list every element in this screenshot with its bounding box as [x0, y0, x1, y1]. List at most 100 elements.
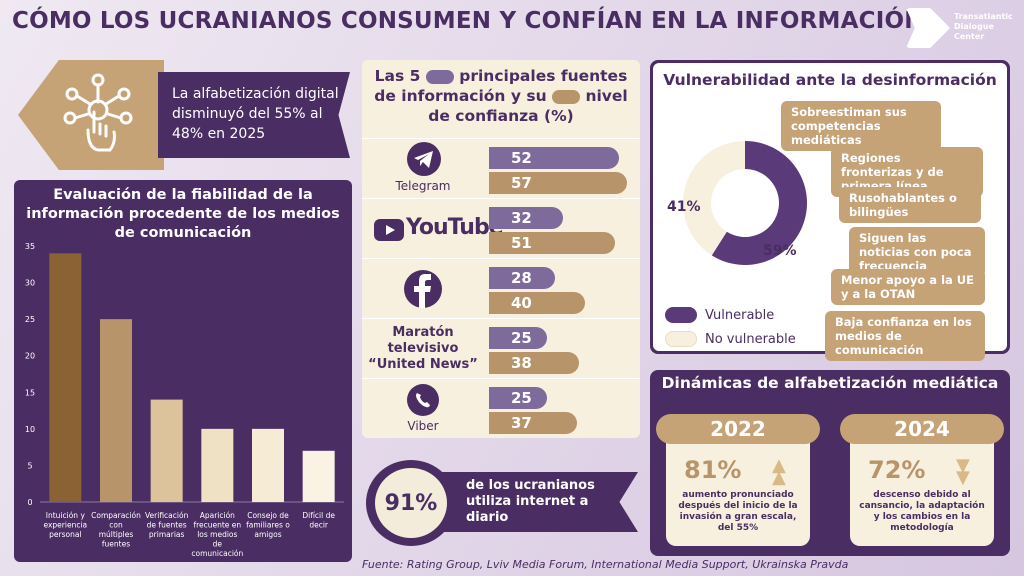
bar — [100, 319, 132, 502]
trust-legend-chip — [552, 89, 581, 104]
y-tick-label: 10 — [25, 425, 35, 434]
share-bar: 28 — [489, 267, 555, 289]
source-icon-cell: Viber — [362, 379, 484, 439]
source-icon-cell — [362, 259, 484, 319]
dynamics-pct: 81% — [684, 456, 742, 484]
viber-icon — [407, 384, 439, 416]
organization-logo: Transatlantic Dialogue Center — [906, 8, 1016, 50]
logo-text: Transatlantic Dialogue Center — [954, 12, 1013, 41]
youtube-icon — [374, 219, 404, 241]
page-title: CÓMO LOS UCRANIANOS CONSUMEN Y CONFÍAN E… — [12, 8, 924, 34]
sources-title-part-2: principales fuentes de información y su — [374, 67, 628, 105]
dynamics-year: 2024 — [840, 414, 1004, 444]
source-row-united-news: Maratón televisivo “United News” 25 38 — [362, 318, 640, 378]
trust-bar: 38 — [489, 352, 579, 374]
x-tick-label: Consejo de familiares o amigos — [246, 511, 290, 539]
internet-usage-value: 91% — [375, 468, 447, 538]
y-tick-label: 25 — [25, 315, 35, 324]
source-row-facebook: 28 40 — [362, 258, 640, 318]
dynamics-title: Dinámicas de alfabetización mediática — [661, 374, 999, 392]
trust-bar: 51 — [489, 232, 615, 254]
telegram-icon — [407, 142, 441, 176]
y-tick-label: 15 — [25, 388, 35, 397]
legend-label: Vulnerable — [705, 307, 775, 323]
vulnerability-tag: Rusohablantes o bilingües — [839, 187, 981, 223]
vulnerability-panel: Vulnerabilidad ante la desinformación 41… — [650, 60, 1010, 361]
youtube-wordmark: YouTube — [406, 215, 504, 240]
reliability-chart-panel: Evaluación de la fiabilidad de la inform… — [14, 180, 352, 562]
vulnerability-tag: Menor apoyo a la UE y a la OTAN — [831, 269, 985, 305]
x-tick-label: Intuición y experiencia personal — [44, 511, 88, 539]
legend-label: No vulnerable — [705, 331, 796, 347]
y-tick-label: 20 — [25, 352, 35, 361]
donut-slice-vulnerable — [711, 141, 807, 265]
x-tick-label: Aparición frecuente en los medios de comunic… — [191, 511, 243, 558]
y-tick-label: 0 — [27, 498, 32, 507]
y-tick-label: 30 — [25, 279, 35, 288]
trend-down-icon: ▼ ▼ — [956, 455, 970, 488]
donut-slice-not-vulnerable — [683, 141, 745, 256]
vulnerability-tag: Sobreestiman sus competencias mediáticas — [781, 101, 941, 151]
bar — [150, 399, 183, 502]
facebook-icon — [404, 270, 442, 308]
source-label: Maratón televisivo “United News” — [368, 325, 478, 372]
source-label: Telegram — [395, 179, 451, 193]
media-literacy-dynamics-panel: Dinámicas de alfabetización mediática 20… — [650, 370, 1010, 556]
trust-bar: 37 — [489, 412, 577, 434]
bar — [201, 428, 234, 502]
sources-title-part-3: nivel de confianza (%) — [428, 87, 628, 125]
source-icon-cell: Maratón televisivo “United News” — [362, 319, 484, 379]
dynamics-pct: 72% — [868, 456, 926, 484]
x-tick-label: Verificación de fuentes primarias — [145, 511, 189, 539]
y-tick-label: 5 — [27, 461, 32, 470]
source-icon-cell: YouTube — [362, 199, 504, 259]
source-label: Viber — [407, 419, 439, 433]
dynamics-desc: aumento pronunciado después del inicio d… — [678, 490, 798, 533]
dynamics-card-2024: 2024 72% ▼ ▼ descenso debido al cansancio… — [840, 414, 1004, 546]
not-vulnerable-pct: 41% — [667, 199, 701, 215]
share-bar: 25 — [489, 327, 547, 349]
source-row-viber: Viber 25 37 — [362, 378, 640, 438]
share-legend-chip — [425, 69, 454, 84]
source-icon-cell: Telegram — [362, 139, 484, 199]
legend-vulnerable: Vulnerable — [665, 307, 774, 323]
tdc-logo-icon — [906, 8, 950, 48]
trend-up-icon: ▲ ▲ — [772, 455, 786, 488]
x-tick-label: Comparación con múltiples fuentes — [91, 511, 141, 549]
digital-hand-icon — [63, 73, 133, 152]
vulnerability-title: Vulnerabilidad ante la desinformación — [663, 71, 997, 89]
share-bar: 52 — [489, 147, 619, 169]
banner-text: La alfabetización digital disminuyó del … — [158, 72, 350, 158]
y-tick-label: 35 — [25, 242, 35, 251]
chart-title: Evaluación de la fiabilidad de la inform… — [26, 187, 340, 241]
bar — [302, 450, 335, 502]
legend-swatch-not-vulnerable — [665, 331, 697, 347]
dynamics-card-2022: 2022 81% ▲ ▲ aumento pronunciado después … — [656, 414, 820, 546]
trust-bar: 57 — [489, 172, 627, 194]
dynamics-desc: descenso debido al cansancio, la adaptac… — [859, 490, 985, 533]
legend-swatch-vulnerable — [665, 307, 697, 323]
digital-literacy-banner: La alfabetización digital disminuyó del … — [18, 60, 350, 170]
x-tick-label: Difícil de decir — [302, 511, 335, 530]
top-sources-panel: Las 5 principales fuentes de información… — [362, 60, 640, 438]
reliability-bar-chart: 0 5 10 15 20 25 30 35 Intuición y experiencia pers… — [25, 242, 344, 558]
source-note: Fuente: Rating Group, Lviv Media Forum, … — [362, 558, 849, 571]
source-row-youtube: YouTube 32 51 — [362, 198, 640, 258]
vulnerable-pct: 59% — [763, 243, 797, 259]
share-bar: 25 — [489, 387, 547, 409]
dynamics-year: 2022 — [656, 414, 820, 444]
vulnerability-tag: Baja confianza en los medios de comunica… — [825, 311, 985, 361]
sources-title-part-1: Las 5 — [374, 67, 421, 85]
trust-bar: 40 — [489, 292, 585, 314]
bar — [252, 428, 284, 502]
source-row-telegram: Telegram 52 57 — [362, 138, 640, 198]
internet-usage-text: de los ucranianos utiliza internet a dia… — [466, 478, 595, 525]
legend-not-vulnerable: No vulnerable — [665, 331, 796, 347]
internet-usage-badge: 91% — [366, 460, 456, 546]
bar — [49, 253, 82, 502]
sources-title: Las 5 principales fuentes de información… — [368, 66, 634, 126]
vulnerability-donut-chart — [683, 141, 807, 265]
share-bar: 32 — [489, 207, 563, 229]
internet-usage-banner: de los ucranianos utiliza internet a dia… — [366, 458, 638, 548]
banner-icon-container — [18, 60, 164, 170]
